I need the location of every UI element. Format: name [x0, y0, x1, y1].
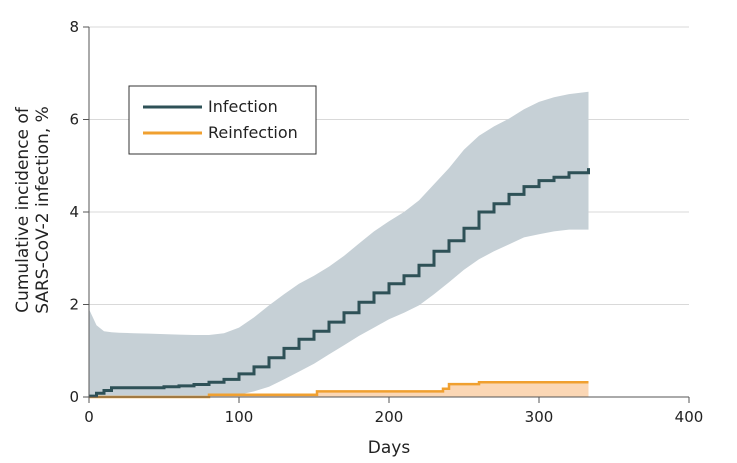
legend-box: [128, 85, 317, 155]
x-tick-label-200: 200: [375, 408, 404, 426]
x-axis-title: Days: [368, 438, 411, 458]
x-tick-label-300: 300: [525, 408, 554, 426]
legend-label-infection: Infection: [208, 97, 278, 116]
infection-confidence-band: [89, 91, 589, 398]
series-line-infection: [89, 168, 590, 398]
y-tick-label-0: 0: [69, 388, 79, 406]
y-tick-label-2: 2: [69, 296, 79, 314]
y-axis-title-line-2: SARS-CoV-2 infection, %: [33, 106, 53, 314]
y-tick-label-8: 8: [69, 18, 79, 36]
axes: 0 100 200 300 400 0 2 4 6 8: [69, 18, 703, 426]
reinfection-area: [89, 382, 589, 397]
x-tick-label-100: 100: [225, 408, 254, 426]
y-tick-label-4: 4: [69, 203, 79, 221]
x-tick-label-400: 400: [675, 408, 704, 426]
legend-label-reinfection: Reinfection: [208, 123, 298, 142]
plot-area: [89, 91, 590, 399]
series-line-reinfection: [89, 380, 589, 399]
y-tick-label-6: 6: [69, 111, 79, 129]
y-axis-title-line-1: Cumulative incidence of: [13, 106, 33, 313]
y-axis-title: Cumulative incidence of SARS-CoV-2 infec…: [13, 106, 53, 314]
x-tick-label-0: 0: [84, 408, 94, 426]
legend: Infection Reinfection: [128, 85, 317, 155]
